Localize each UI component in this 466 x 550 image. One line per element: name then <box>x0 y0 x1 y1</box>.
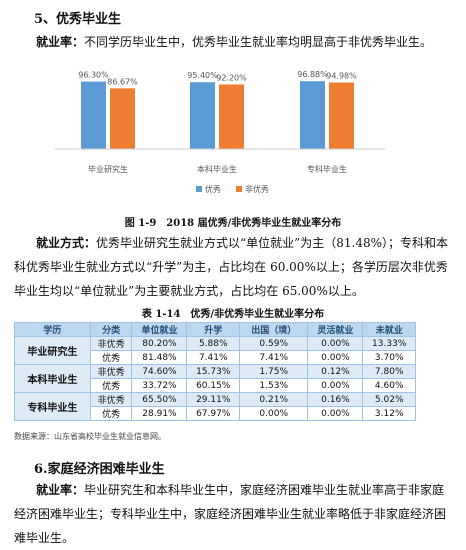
bar <box>329 82 354 149</box>
data-label: 95.40% <box>187 71 218 80</box>
paragraph: 就业方式：优秀毕业研究生就业方式以“单位就业”为主（81.48%）；专科和本科优… <box>14 231 454 303</box>
cell: 0.00% <box>238 406 309 421</box>
bar <box>110 88 135 149</box>
header-cell: 学历 <box>14 322 91 337</box>
row: 毕业研究生 非优秀 80.20% 5.88% 0.59% 0.00% 13.33% <box>14 336 416 365</box>
cell: 80.20% <box>131 336 188 351</box>
cell: 非优秀 <box>89 392 133 407</box>
header-cell: 分类 <box>89 322 133 337</box>
data-label: 94.98% <box>326 72 357 81</box>
cell: 3.70% <box>362 350 416 365</box>
table: 学历 分类 单位就业 升学 出国（境） 灵活就业 未就业 毕业研究生 非优秀 80.20% 5.88… <box>14 322 416 421</box>
level-cell: 毕业研究生 <box>14 336 91 365</box>
cell: 非优秀 <box>89 336 133 351</box>
level-cell: 本科毕业生 <box>14 364 91 393</box>
bar <box>81 81 106 149</box>
legend-swatch <box>236 186 242 192</box>
data-label: 92.20% <box>216 73 247 82</box>
row: 优秀 33.72% 60.15% 1.53% 0.00% 4.60% <box>15 378 416 393</box>
cell: 7.41% <box>238 350 309 365</box>
header-cell: 出国（境） <box>238 322 309 337</box>
text: 优秀毕业研究生就业方式以“单位就业”为主（81.48%）；专科和本科优秀毕业生就… <box>14 236 449 298</box>
cell: 60.15% <box>186 378 240 393</box>
header-cell: 灵活就业 <box>307 322 364 337</box>
cell: 4.60% <box>362 378 416 393</box>
text: 毕业研究生和本科毕业生中，家庭经济困难毕业生就业率高于非家庭经济困难毕业生；专科… <box>14 483 447 545</box>
paragraph: 就业率：毕业研究生和本科毕业生中，家庭经济困难毕业生就业率高于非家庭经济困难毕业… <box>14 478 454 550</box>
header-cell: 单位就业 <box>131 322 188 337</box>
cell: 优秀 <box>89 350 133 365</box>
legend-label: 非优秀 <box>245 184 269 194</box>
text: 不同学历毕业生中，优秀毕业生就业率均明显高于非优秀毕业生。 <box>84 35 433 49</box>
cell: 优秀 <box>89 378 133 393</box>
cell: 28.91% <box>131 406 188 421</box>
cell: 5.88% <box>186 336 240 351</box>
cell: 0.00% <box>307 378 364 393</box>
heading: 6.家庭经济困难毕业生 <box>34 462 165 477</box>
table-caption: 表 1-14 优秀/非优秀毕业生就业率分布 <box>141 309 325 320</box>
cell: 0.21% <box>238 392 309 407</box>
header-row: 学历 分类 单位就业 升学 出国（境） 灵活就业 未就业 <box>14 322 416 337</box>
cell: 65.50% <box>131 392 188 407</box>
cell: 3.12% <box>362 406 416 421</box>
label: 就业率： <box>36 35 85 49</box>
cell: 1.53% <box>238 378 309 393</box>
row: 本科毕业生 非优秀 74.60% 15.73% 1.75% 0.12% 7.80% <box>14 364 416 393</box>
x-tick-label: 专科毕业生 <box>307 164 347 174</box>
cell: 优秀 <box>89 406 133 421</box>
cell: 0.00% <box>307 336 364 351</box>
legend-swatch <box>196 186 202 192</box>
cell: 74.60% <box>131 364 188 379</box>
cell: 0.59% <box>238 336 309 351</box>
chart: 毕业研究生 96.30%86.67% 本科毕业生 95.40%92.20% 专科毕业生 9… <box>55 70 385 194</box>
cell: 7.41% <box>186 350 240 365</box>
cell: 33.72% <box>131 378 188 393</box>
cell: 1.75% <box>238 364 309 379</box>
level-cell: 专科毕业生 <box>14 392 91 421</box>
cell: 0.12% <box>307 364 364 379</box>
cell: 非优秀 <box>89 364 133 379</box>
paragraph: 就业率：不同学历毕业生中，优秀毕业生就业率均明显高于非优秀毕业生。 <box>14 30 454 54</box>
x-tick-label: 毕业研究生 <box>88 164 128 174</box>
source: 数据来源：山东省高校毕业生就业信息网。 <box>14 432 166 441</box>
bar <box>300 81 325 149</box>
bar <box>190 82 215 149</box>
cell: 81.48% <box>131 350 188 365</box>
cell: 67.97% <box>186 406 240 421</box>
cell: 5.02% <box>362 392 416 407</box>
row: 优秀 28.91% 67.97% 0.00% 0.00% 3.12% <box>15 406 416 421</box>
cell: 7.80% <box>362 364 416 379</box>
cell: 13.33% <box>362 336 416 351</box>
x-tick-label: 本科毕业生 <box>197 164 237 174</box>
data-label: 86.67% <box>107 77 138 86</box>
header-cell: 未就业 <box>362 322 416 337</box>
legend-label: 优秀 <box>205 184 221 194</box>
cell: 29.11% <box>186 392 240 407</box>
heading: 5、优秀毕业生 <box>34 12 122 27</box>
bar <box>219 84 244 149</box>
cell: 0.00% <box>307 350 364 365</box>
cell: 0.00% <box>307 406 364 421</box>
figure-caption: 图 1-9 2018 届优秀/非优秀毕业生就业率分布 <box>124 218 342 229</box>
cell: 15.73% <box>186 364 240 379</box>
data-label: 96.30% <box>78 71 109 80</box>
label: 就业方式： <box>36 236 97 250</box>
row: 专科毕业生 非优秀 65.50% 29.11% 0.21% 0.16% 5.02% <box>14 392 416 421</box>
label: 就业率： <box>36 483 85 497</box>
data-label: 96.88% <box>297 70 328 79</box>
header-cell: 升学 <box>186 322 240 337</box>
cell: 0.16% <box>307 392 364 407</box>
